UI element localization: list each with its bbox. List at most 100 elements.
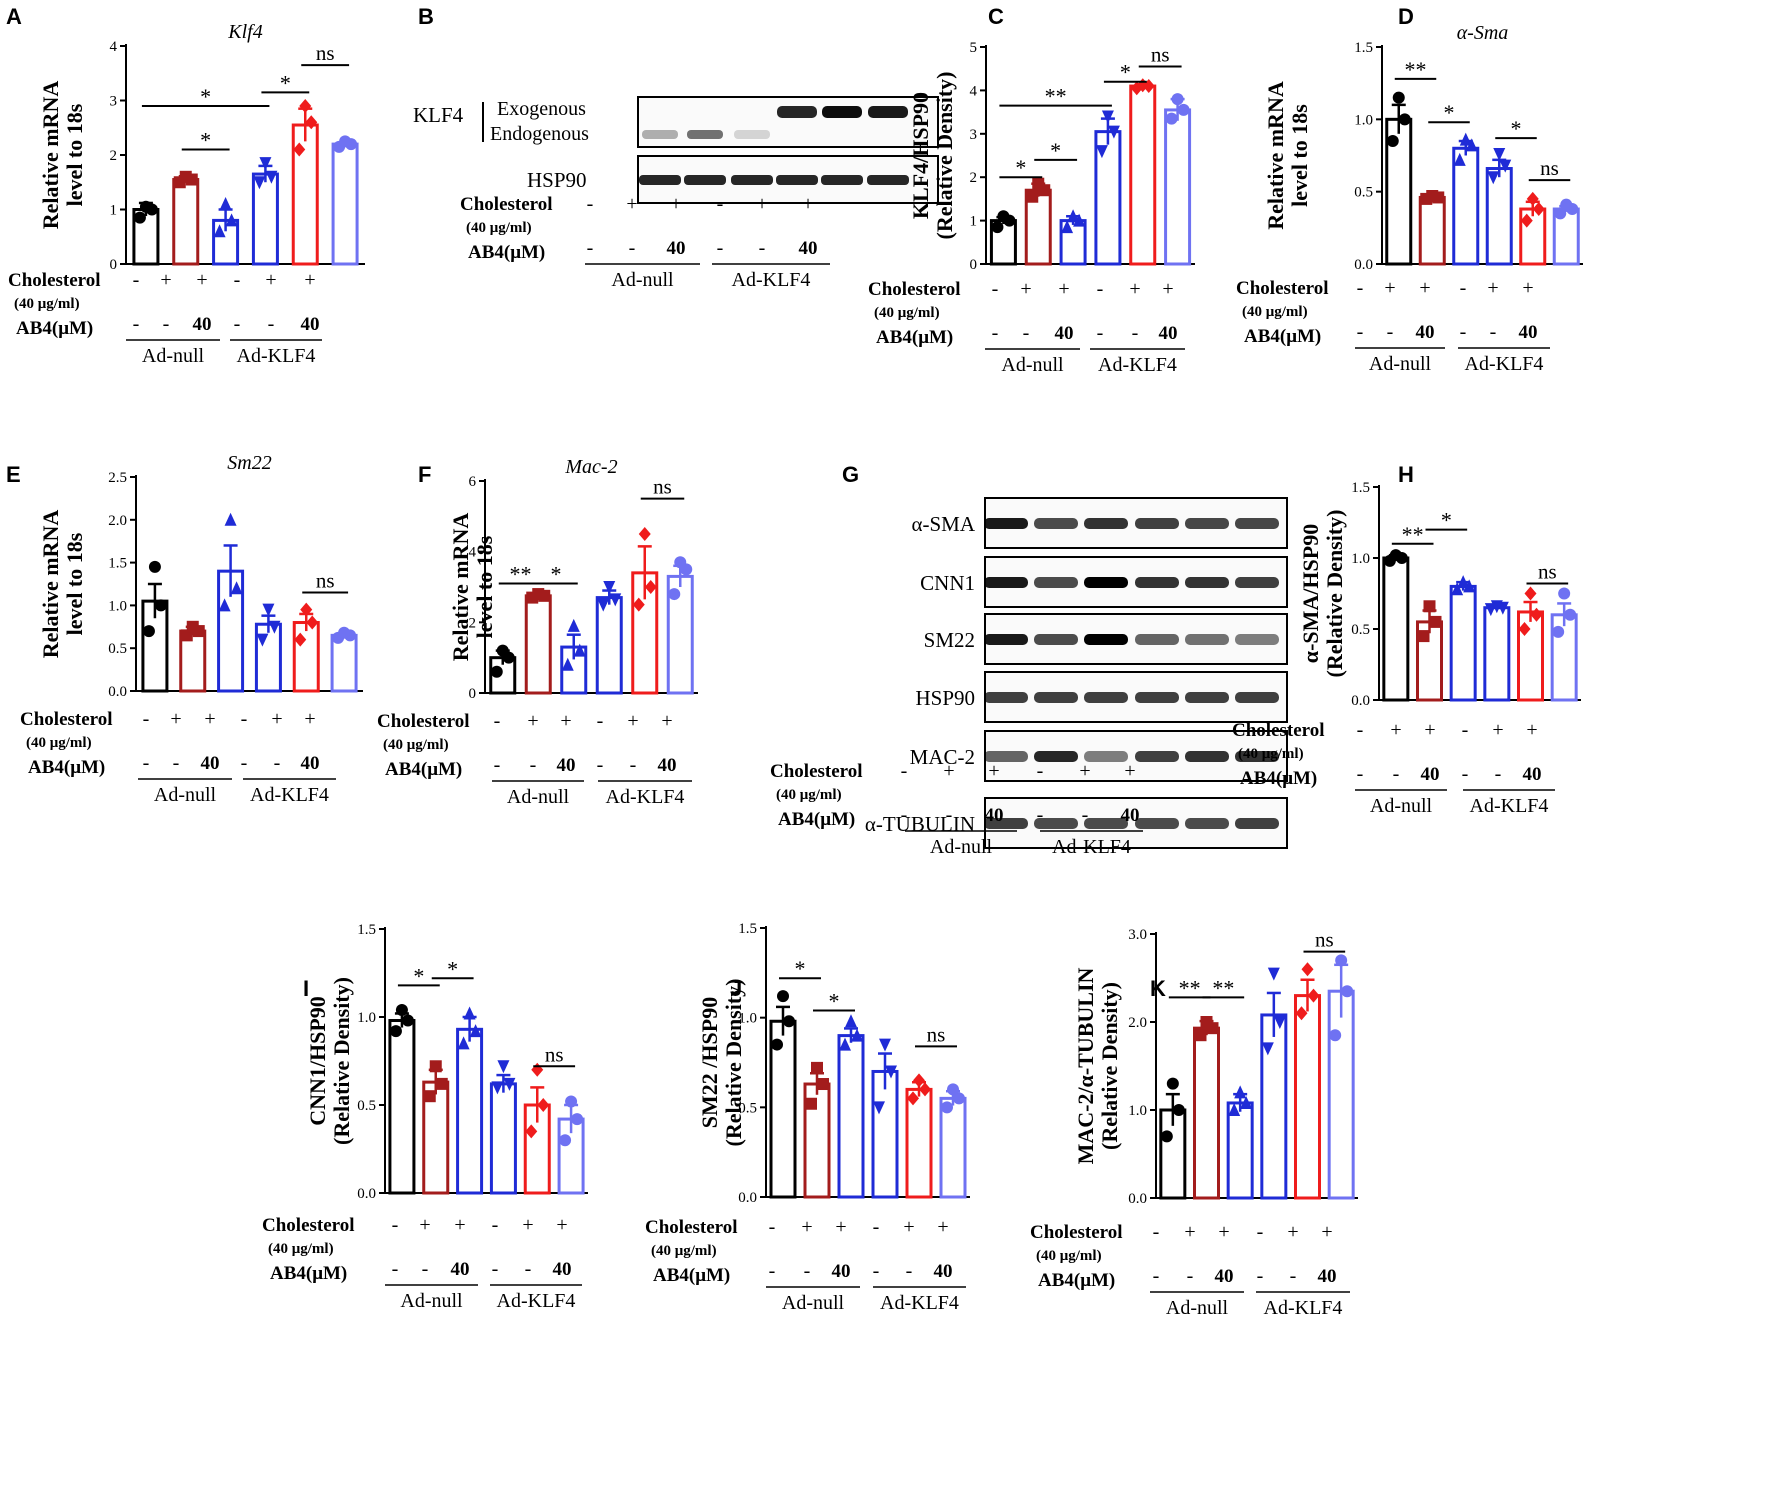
data-point (463, 1006, 476, 1020)
chart-title: Klf4 (227, 21, 262, 43)
exogenous-band (777, 106, 817, 118)
data-point (1459, 132, 1472, 146)
significance-label: ns (1315, 928, 1334, 952)
conditions-g: Cholesterol (40 μg/ml) AB4(μM) - - + - +40 - - + - +… (770, 760, 1143, 858)
significance-label: * (447, 956, 458, 981)
ab4-value: 40 (1416, 322, 1435, 343)
data-point (218, 598, 231, 612)
ab4-label: AB4(μM) (1038, 1270, 1115, 1291)
data-point (907, 1091, 919, 1106)
data-point (1451, 582, 1464, 596)
bar (595, 596, 623, 695)
data-point (817, 1078, 829, 1091)
data-point (262, 603, 275, 617)
data-point (435, 1077, 448, 1090)
y-tick-label: 2.5 (108, 470, 127, 486)
bar (1449, 584, 1477, 702)
blot-band (1135, 577, 1179, 588)
ab4-value: - (946, 804, 953, 826)
blot-band (1084, 518, 1128, 529)
cholesterol-sign: - (1460, 277, 1467, 299)
ab4-value: 40 (301, 753, 320, 774)
significance-label: ns (545, 1042, 564, 1066)
ab4-value: - (629, 237, 636, 259)
y-axis-label: Relative mRNA level to 18s (38, 510, 87, 659)
ab4-value: - (1082, 804, 1089, 826)
y-tick-label: 1.5 (108, 556, 127, 572)
bar (905, 1087, 933, 1199)
y-tick-label: 2.0 (1128, 1015, 1147, 1031)
cholesterol-concentration: (40 μg/ml) (14, 296, 80, 312)
ab4-label: AB4(μM) (16, 318, 93, 339)
data-point (503, 1077, 516, 1091)
ab4-value: - (1187, 1265, 1194, 1287)
cholesterol-sign: + (1020, 278, 1031, 300)
ab4-value: 40 (1055, 323, 1074, 344)
cholesterol-sign: + (1058, 278, 1069, 300)
blot-band (1034, 518, 1078, 529)
data-point (1095, 145, 1108, 159)
cholesterol-sign: + (304, 269, 315, 291)
blot-row-label: α-TUBULIN (865, 812, 975, 836)
ab4-value: - (494, 754, 501, 776)
cholesterol-sign: + (627, 710, 638, 732)
data-point (913, 1073, 925, 1088)
ab4-value: 40 (193, 314, 212, 335)
blot-band (1185, 518, 1229, 529)
conditions-f: Cholesterol(40 μg/ml)AB4(μM)--+-+40--+-+… (377, 710, 692, 808)
data-point (265, 170, 278, 184)
y-tick-label: 0.0 (738, 1190, 757, 1206)
conditions-b: Cholesterol (40 μg/ml) AB4(μM) - - + - +40 - - + - +… (460, 193, 830, 291)
data-point (300, 602, 313, 617)
ab4-value: - (906, 1260, 913, 1282)
ab4-label: AB4(μM) (28, 757, 105, 778)
ab4-value: 40 (553, 1259, 572, 1280)
ab4-value: - (133, 313, 140, 335)
data-point (674, 556, 687, 569)
endogenous-band (642, 130, 678, 139)
blot-band (1135, 818, 1179, 829)
western-blot-b: KLF4 Exogenous Endogenous HSP90 (413, 96, 939, 204)
data-point (1532, 202, 1545, 217)
cholesterol-label: Cholesterol (460, 194, 553, 215)
cholesterol-sign: + (937, 1216, 948, 1238)
data-point (941, 1101, 953, 1114)
y-axis-label-line1: MAC-2/α-TUBULIN (1073, 967, 1098, 1164)
blot-row-label: SM22 (924, 628, 975, 652)
data-point (1301, 962, 1314, 977)
significance-label: * (1441, 508, 1452, 533)
y-axis-label: Relative mRNA level to 18s (38, 81, 87, 230)
data-point (1273, 1016, 1286, 1029)
data-point (1552, 625, 1565, 638)
chart-h: 0.00.51.01.5α-SMA/HSP90 (Relative Density… (1298, 480, 1581, 709)
data-point (1518, 622, 1531, 636)
data-point (1524, 586, 1537, 601)
cholesterol-sign: + (1079, 760, 1090, 782)
cholesterol-sign: + (1424, 719, 1435, 741)
cholesterol-label: Cholesterol (1232, 720, 1325, 741)
ab4-value: - (492, 1258, 499, 1280)
ab4-value: - (241, 752, 248, 774)
cholesterol-sign: + (454, 1214, 465, 1236)
cholesterol-sign: + (560, 710, 571, 732)
bar (1164, 108, 1192, 266)
blot-band (1034, 818, 1078, 829)
cholesterol-concentration: (40 μg/ml) (651, 1243, 717, 1259)
blot-band (1135, 751, 1179, 762)
bar (837, 1034, 865, 1199)
ab4-value: - (759, 237, 766, 259)
ab4-value: 40 (1421, 764, 1440, 785)
data-point (1335, 954, 1348, 967)
data-point (1389, 549, 1402, 562)
y-tick-label: 3 (970, 127, 978, 143)
ab4-value: - (392, 1258, 399, 1280)
ad-klf4-label: Ad-KLF4 (250, 784, 329, 806)
cholesterol-concentration: (40 μg/ml) (776, 787, 842, 803)
ab4-value: - (1257, 1265, 1264, 1287)
cholesterol-sign: - (133, 269, 140, 291)
cholesterol-sign: + (988, 760, 999, 782)
ab4-value: 40 (1215, 1266, 1234, 1287)
blot-band (1135, 692, 1179, 703)
y-axis-label-line2: level to 18s (62, 532, 87, 635)
y-axis-label-line1: CNN1/HSP90 (305, 996, 330, 1126)
